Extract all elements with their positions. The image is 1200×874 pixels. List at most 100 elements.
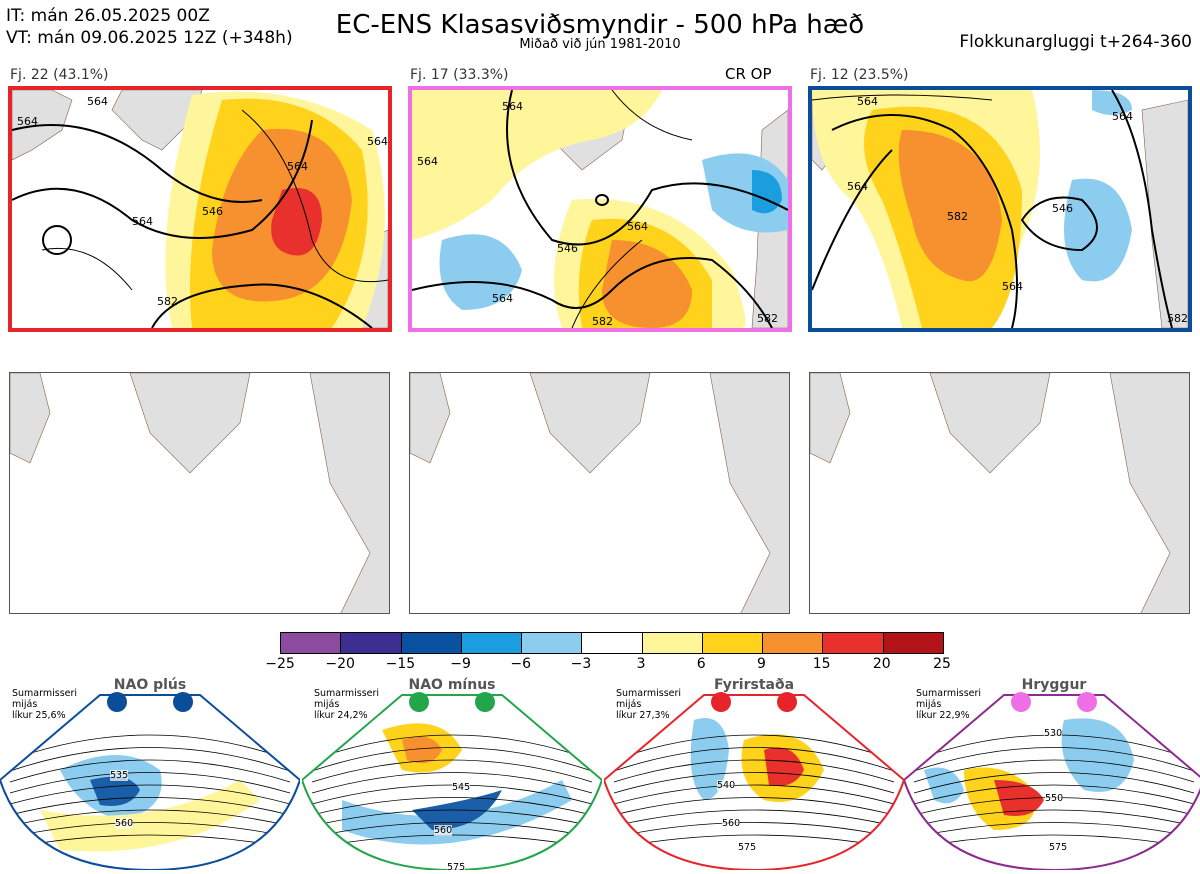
colorbar-swatch	[401, 633, 462, 653]
regime-contour-label: 560	[115, 818, 134, 829]
colorbar-swatch	[341, 633, 402, 653]
regime-dot	[777, 692, 797, 712]
colorbar-tick-label: 9	[756, 656, 766, 672]
regime-contour-label: 530	[1044, 728, 1063, 739]
contour-label: 582	[1167, 312, 1188, 325]
cluster-1-map: 564 546 564 564 582 564 564	[8, 86, 392, 332]
contour-label: 564	[417, 155, 438, 168]
empty-map-3	[809, 372, 1190, 614]
regime-name: NAO mínus	[408, 677, 496, 693]
colorbar	[280, 632, 944, 654]
regime-stat-line: líkur 22,9%	[916, 710, 970, 721]
regime-contour-label: 545	[452, 782, 471, 793]
colorbar-tick-label: 15	[812, 656, 831, 672]
regime-stat-line: Sumarmisseri	[616, 688, 682, 699]
regime-contour-label: 550	[1045, 793, 1064, 804]
regime-name: Hryggur	[1021, 677, 1087, 693]
colorbar-tick-label: −20	[325, 656, 355, 672]
cluster-2-tag: CR OP	[725, 65, 772, 83]
regime-stats: Sumarmisseri mijás líkur 22,9%	[916, 688, 981, 721]
colorbar-swatch	[522, 633, 583, 653]
regime-panel: 540 560 575	[602, 690, 906, 872]
regime-dot	[475, 692, 495, 712]
regime-stats: Sumarmisseri mijás líkur 24,2%	[314, 688, 379, 721]
contour-label: 582	[757, 312, 778, 325]
regime-contour-label: 575	[1049, 842, 1068, 853]
regime-stat-line: Sumarmisseri	[916, 688, 982, 699]
regime-map	[602, 694, 906, 872]
colorbar-swatch	[642, 633, 703, 653]
contour-label: 546	[1052, 202, 1073, 215]
contour-label: 564	[502, 100, 523, 113]
cluster-3-map: 564 564 582 546 564 564 582	[808, 86, 1192, 332]
colorbar-swatch	[281, 633, 342, 653]
colorbar-tick-label: −15	[385, 656, 416, 672]
contour-label: 564	[87, 95, 108, 108]
colorbar-tick-label: 20	[872, 656, 891, 672]
contour-label: 582	[592, 315, 613, 328]
regime-dot	[1011, 692, 1031, 712]
empty-map-1	[9, 372, 390, 614]
regime-stat-line: mijás	[314, 699, 340, 710]
init-time: IT: mán 26.05.2025 00Z	[6, 6, 210, 26]
regime-name: Fyrirstaða	[713, 677, 795, 693]
regime-dot	[711, 692, 731, 712]
regime-stat-line: mijás	[12, 699, 38, 710]
colorbar-swatch	[823, 633, 884, 653]
page-title: EC-ENS Klasasviðsmyndir - 500 hPa hæð	[335, 10, 865, 40]
contour-label: 564	[847, 180, 868, 193]
regime-stat-line: mijás	[616, 699, 642, 710]
colorbar-tick-label: −3	[570, 656, 592, 672]
colorbar-swatch	[763, 633, 824, 653]
regime-contour-label: 560	[434, 825, 453, 836]
regime-stat-line: líkur 27,3%	[616, 710, 670, 721]
colorbar-tick-label: 25	[933, 656, 951, 672]
contour-label: 546	[557, 242, 578, 255]
cluster-2-label: Fj. 17 (33.3%)	[410, 67, 509, 83]
contour-label: 564	[132, 215, 153, 228]
colorbar-tick-label: −6	[510, 656, 532, 672]
regime-contour-label: 575	[447, 862, 466, 873]
regime-contour-label: 535	[110, 770, 129, 781]
regime-contour-label: 540	[717, 780, 736, 791]
regime-stat-line: líkur 24,2%	[314, 710, 368, 721]
empty-map-2	[409, 372, 790, 614]
colorbar-tick-label: −9	[450, 656, 471, 672]
regime-contour-label: 560	[722, 818, 741, 829]
contour-label: 564	[17, 115, 38, 128]
cluster-2-map: 564 546 564 564 582 564 582	[408, 86, 792, 332]
regime-map	[902, 694, 1200, 872]
contour-label: 564	[1002, 280, 1023, 293]
colorbar-tick-label: −25	[265, 656, 295, 672]
contour-label: 564	[627, 220, 648, 233]
colorbar-swatch	[883, 633, 943, 653]
regime-stat-line: Sumarmisseri	[12, 688, 78, 699]
valid-time: VT: mán 09.06.2025 12Z (+348h)	[6, 28, 293, 48]
contour-label: 564	[367, 135, 388, 148]
contour-label: 564	[857, 95, 878, 108]
contour-label: 564	[1112, 110, 1133, 123]
cluster-3-label: Fj. 12 (23.5%)	[810, 67, 909, 83]
regime-stats: Sumarmisseri mijás líkur 27,3%	[616, 688, 681, 721]
regime-stat-line: mijás	[916, 699, 942, 710]
contour-label: 546	[202, 205, 223, 218]
classification-window: Flokkunargluggi t+264-360	[959, 32, 1192, 52]
regime-stats: Sumarmisseri mijás líkur 25,6%	[12, 688, 77, 721]
regime-stat-line: Sumarmisseri	[314, 688, 380, 699]
contour-label: 564	[287, 160, 308, 173]
regime-name: NAO plús	[113, 677, 187, 693]
regime-panel: 530 550 575	[902, 690, 1200, 872]
regime-panel: 545 560 575	[300, 690, 604, 873]
regime-dot	[107, 692, 127, 712]
colorbar-tick-label: 6	[696, 656, 706, 672]
regime-panel: 535 560	[0, 690, 302, 872]
colorbar-swatch	[582, 633, 643, 653]
contour-label: 582	[157, 295, 178, 308]
colorbar-tick-label: 3	[636, 656, 646, 672]
regime-dot	[1077, 692, 1097, 712]
colorbar-swatch	[461, 633, 523, 653]
regime-contour-label: 575	[738, 842, 757, 853]
contour-label: 564	[492, 292, 513, 305]
regime-stat-line: líkur 25,6%	[12, 710, 66, 721]
regime-dot	[173, 692, 193, 712]
